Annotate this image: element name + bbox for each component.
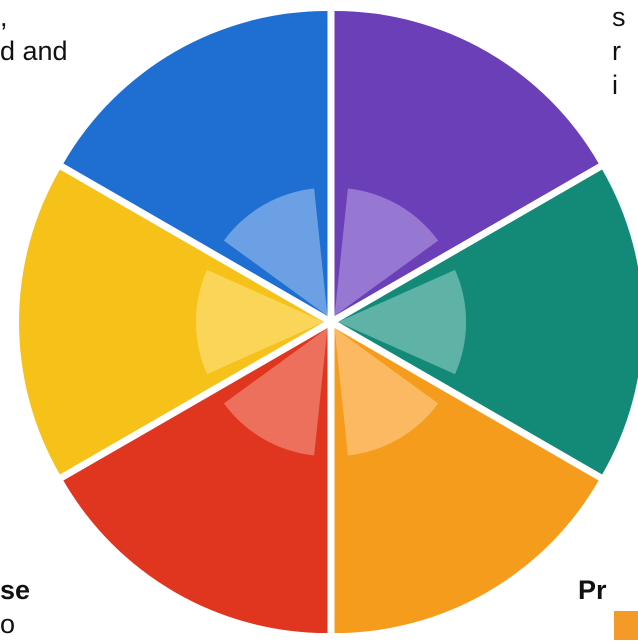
text-fragment-top-left: , d and [0, 0, 68, 68]
bullet-square-icon [614, 611, 638, 640]
teal-segment [338, 169, 638, 475]
text-line: o [0, 609, 16, 639]
text-fragment-bottom-left: se o [0, 573, 30, 641]
text-line: d and [0, 36, 68, 66]
orange-segment-highlight [334, 328, 439, 456]
teal-segment-highlight [338, 269, 467, 375]
blue-segment-highlight [223, 188, 328, 316]
heading-fragment: se [0, 575, 31, 605]
text-line: s [612, 2, 626, 32]
red-segment-highlight [223, 328, 328, 456]
yellow-segment [19, 169, 325, 475]
purple-segment-highlight [334, 188, 439, 316]
text-line: r [612, 36, 621, 66]
heading-fragment-bottom-right: Pr [578, 575, 607, 605]
text-fragment-top-right: s r i [612, 0, 626, 102]
yellow-segment-highlight [195, 269, 324, 375]
wheel-segments [19, 10, 638, 634]
text-line: , [0, 2, 8, 32]
text-line: i [612, 70, 618, 100]
